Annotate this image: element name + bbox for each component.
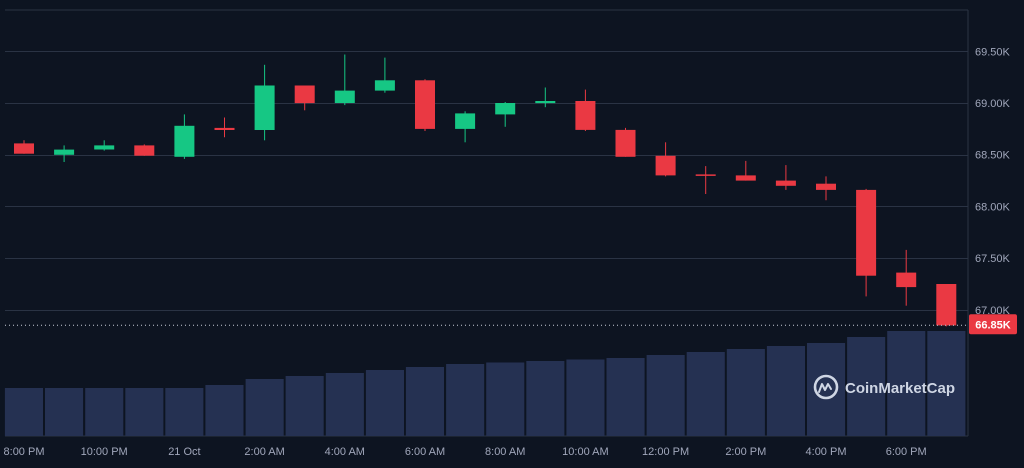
candle bbox=[254, 64, 275, 141]
candle bbox=[294, 85, 315, 111]
volume-layer bbox=[4, 331, 966, 436]
candle-body bbox=[455, 113, 476, 129]
volume-bar bbox=[566, 359, 605, 436]
candle bbox=[14, 140, 34, 154]
y-tick-label: 69.50K bbox=[975, 46, 1011, 58]
x-tick-label: 12:00 PM bbox=[642, 446, 689, 458]
candle-body bbox=[495, 103, 516, 115]
candle bbox=[495, 102, 516, 127]
candle-body bbox=[936, 284, 957, 326]
volume-bar bbox=[405, 367, 444, 436]
candle bbox=[695, 166, 716, 194]
candle-body bbox=[214, 127, 235, 130]
current-price-label: 66.85K bbox=[975, 319, 1011, 331]
candle-layer bbox=[14, 54, 957, 327]
candle-body bbox=[896, 272, 917, 288]
candle-body bbox=[94, 145, 115, 150]
candle bbox=[816, 176, 836, 201]
candle-body bbox=[174, 125, 195, 157]
candle bbox=[615, 127, 636, 157]
candle-body bbox=[816, 183, 836, 190]
y-tick-label: 67.50K bbox=[975, 253, 1011, 265]
y-tick-label: 67.00K bbox=[975, 305, 1011, 317]
x-tick-label: 6:00 AM bbox=[405, 446, 445, 458]
volume-bar bbox=[45, 388, 84, 436]
volume-bar bbox=[927, 331, 966, 436]
candle bbox=[334, 54, 355, 106]
volume-bar bbox=[205, 385, 244, 436]
x-tick-label: 6:00 PM bbox=[886, 446, 927, 458]
candle bbox=[54, 145, 75, 162]
candle-body bbox=[14, 143, 34, 154]
candle bbox=[535, 87, 556, 108]
candle-body bbox=[374, 80, 395, 91]
volume-bar bbox=[365, 370, 404, 436]
candle bbox=[415, 79, 435, 131]
y-tick-label: 68.50K bbox=[975, 150, 1011, 162]
volume-bar bbox=[646, 355, 685, 436]
candle bbox=[94, 140, 115, 151]
watermark: CoinMarketCap bbox=[813, 374, 955, 400]
volume-bar bbox=[4, 388, 43, 436]
y-tick-label: 69.00K bbox=[975, 98, 1011, 110]
volume-bar bbox=[526, 361, 565, 436]
volume-bar bbox=[285, 376, 324, 436]
volume-bar bbox=[486, 362, 525, 436]
coinmarketcap-logo-icon bbox=[813, 374, 839, 400]
candle-body bbox=[254, 85, 275, 130]
candle-body bbox=[775, 180, 796, 186]
candle bbox=[936, 284, 957, 327]
x-tick-label: 2:00 PM bbox=[725, 446, 766, 458]
x-tick-label: 2:00 AM bbox=[244, 446, 284, 458]
volume-bar bbox=[726, 349, 765, 436]
volume-bar bbox=[766, 346, 805, 436]
volume-bar bbox=[125, 388, 164, 436]
volume-bar bbox=[606, 358, 645, 436]
watermark-brand: CoinMarketCap bbox=[845, 380, 955, 397]
candle-body bbox=[334, 90, 355, 103]
volume-bar bbox=[245, 379, 284, 436]
volume-bar bbox=[446, 364, 485, 436]
x-tick-label: 8:00 AM bbox=[485, 446, 525, 458]
candle-body bbox=[134, 145, 155, 156]
volume-bar bbox=[847, 337, 886, 436]
candle bbox=[735, 160, 756, 181]
volume-bar bbox=[325, 373, 364, 436]
candle-body bbox=[294, 85, 315, 104]
candle bbox=[655, 142, 676, 177]
current-price-tag bbox=[969, 314, 1017, 335]
candle-body bbox=[655, 155, 676, 176]
candle-body bbox=[695, 174, 716, 176]
candle bbox=[856, 188, 877, 297]
candle bbox=[575, 89, 596, 131]
candle bbox=[775, 165, 796, 190]
candle-body bbox=[54, 149, 75, 155]
candle-body bbox=[575, 101, 596, 130]
candle bbox=[374, 57, 395, 93]
volume-bar bbox=[85, 388, 124, 436]
x-tick-label: 4:00 AM bbox=[325, 446, 365, 458]
candle-body bbox=[415, 80, 435, 129]
volume-bar bbox=[686, 352, 725, 436]
y-tick-label: 68.00K bbox=[975, 201, 1011, 213]
candle bbox=[174, 114, 195, 159]
candle-body bbox=[735, 175, 756, 181]
candle-body bbox=[856, 189, 877, 276]
candle bbox=[455, 111, 476, 143]
candle bbox=[896, 249, 917, 306]
candle bbox=[134, 144, 155, 156]
candle-body bbox=[615, 129, 636, 157]
candle-body bbox=[535, 101, 556, 104]
candle bbox=[214, 117, 235, 138]
axis-layer: 67.00K 67.50K 68.00K 68.50K 69.00K 69.50K 8:00… bbox=[4, 46, 1017, 458]
x-tick-label: 10:00 AM bbox=[562, 446, 608, 458]
x-tick-label: 21 Oct bbox=[168, 446, 200, 458]
volume-bar bbox=[165, 388, 204, 436]
volume-bar bbox=[887, 331, 926, 436]
x-tick-label: 10:00 PM bbox=[81, 446, 128, 458]
x-tick-label: 4:00 PM bbox=[806, 446, 847, 458]
x-tick-label: 8:00 PM bbox=[4, 446, 45, 458]
